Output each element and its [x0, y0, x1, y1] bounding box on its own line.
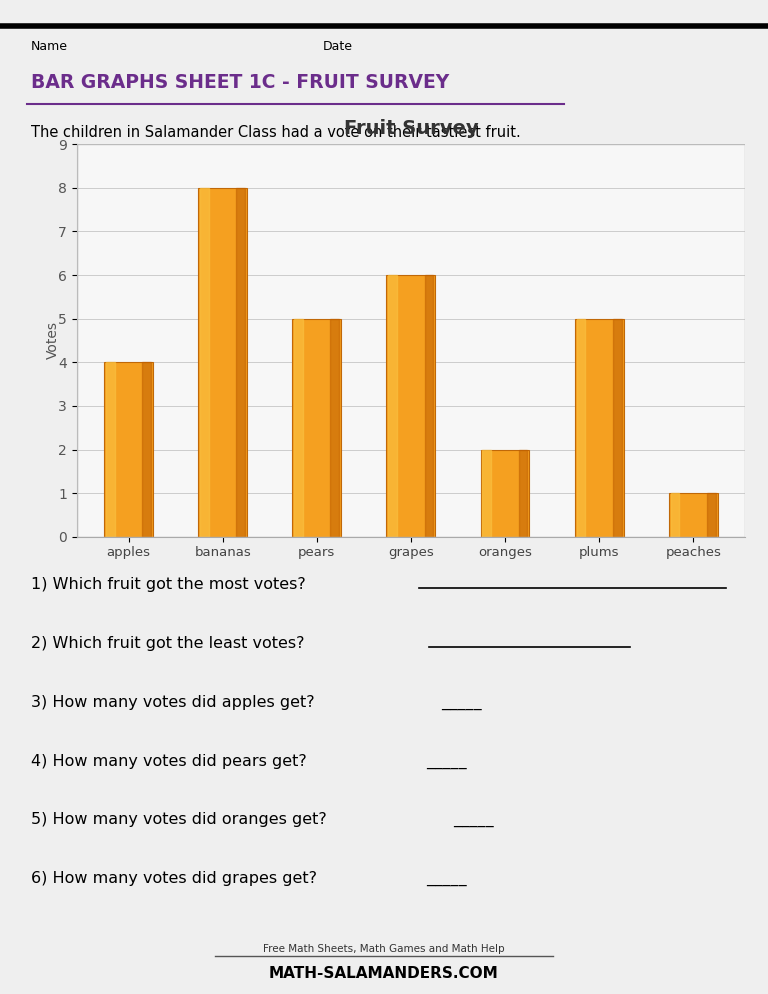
- Bar: [330, 319, 339, 537]
- Bar: [670, 493, 680, 537]
- Text: 2) Which fruit got the least votes?: 2) Which fruit got the least votes?: [31, 636, 304, 651]
- Bar: [481, 449, 529, 537]
- Text: _____: _____: [426, 753, 467, 768]
- Bar: [106, 362, 115, 537]
- Bar: [104, 362, 153, 537]
- Bar: [293, 319, 341, 537]
- Bar: [294, 319, 303, 537]
- Bar: [669, 493, 717, 537]
- Bar: [518, 449, 528, 537]
- Bar: [707, 493, 716, 537]
- Bar: [142, 362, 151, 537]
- Text: 6) How many votes did grapes get?: 6) How many votes did grapes get?: [31, 871, 316, 887]
- Bar: [482, 449, 492, 537]
- Text: _____: _____: [442, 695, 482, 710]
- Text: The children in Salamander Class had a vote on their tastiest fruit.: The children in Salamander Class had a v…: [31, 124, 521, 140]
- Bar: [574, 319, 624, 537]
- Text: 1) Which fruit got the most votes?: 1) Which fruit got the most votes?: [31, 578, 306, 592]
- Text: BAR GRAPHS SHEET 1C - FRUIT SURVEY: BAR GRAPHS SHEET 1C - FRUIT SURVEY: [31, 73, 449, 91]
- Bar: [200, 188, 209, 537]
- Text: Date: Date: [323, 40, 353, 53]
- Text: _____: _____: [426, 871, 467, 887]
- Bar: [577, 319, 585, 537]
- Text: MATH-SALAMANDERS.COM: MATH-SALAMANDERS.COM: [269, 966, 499, 981]
- Bar: [425, 275, 433, 537]
- Bar: [613, 319, 621, 537]
- Bar: [386, 275, 435, 537]
- Bar: [198, 188, 247, 537]
- Text: Free Math Sheets, Math Games and Math Help: Free Math Sheets, Math Games and Math He…: [263, 943, 505, 954]
- Bar: [237, 188, 245, 537]
- Text: Name: Name: [31, 40, 68, 53]
- Text: 5) How many votes did oranges get?: 5) How many votes did oranges get?: [31, 812, 326, 827]
- Bar: [389, 275, 397, 537]
- Y-axis label: Votes: Votes: [45, 321, 60, 360]
- Text: _____: _____: [453, 812, 494, 827]
- Title: Fruit Survey: Fruit Survey: [343, 119, 478, 138]
- Text: 3) How many votes did apples get?: 3) How many votes did apples get?: [31, 695, 314, 710]
- Text: 4) How many votes did pears get?: 4) How many votes did pears get?: [31, 753, 306, 768]
